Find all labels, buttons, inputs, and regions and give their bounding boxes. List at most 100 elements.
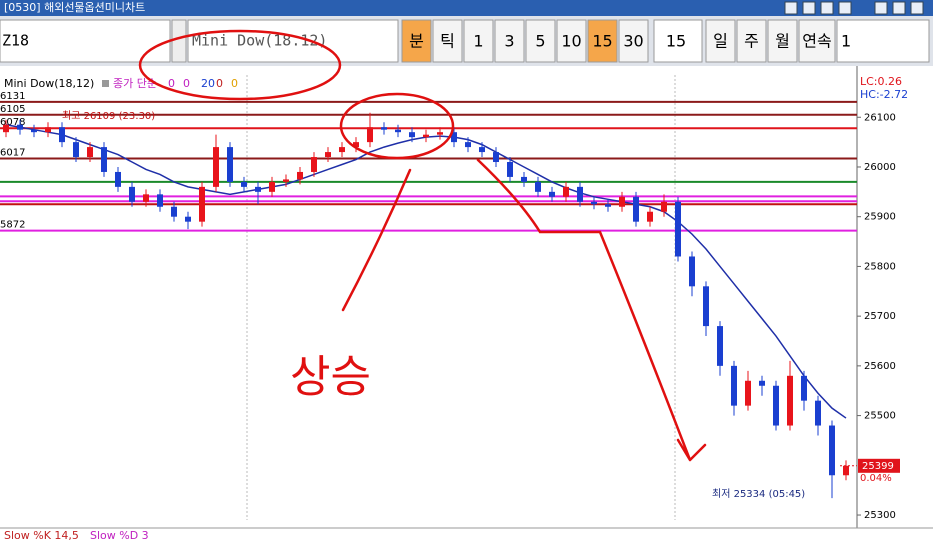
high-note: 최고 26109 (23:30) xyxy=(62,110,155,122)
candle-body xyxy=(171,206,177,217)
candle-body xyxy=(143,194,149,202)
indicator-param: 20 xyxy=(201,77,215,90)
candle-body xyxy=(395,129,401,133)
hand-arrow xyxy=(476,158,707,462)
candle-body xyxy=(409,132,415,138)
level-label: 5872 xyxy=(0,220,25,231)
window-button[interactable] xyxy=(838,1,852,15)
candle-body xyxy=(199,186,205,222)
candle-body xyxy=(675,201,681,257)
candle-body xyxy=(311,157,317,172)
last-price-box xyxy=(858,458,900,473)
window-button[interactable] xyxy=(910,1,924,15)
window-button[interactable] xyxy=(820,1,834,15)
handwriting-text: 상승 xyxy=(290,352,371,403)
candle-body xyxy=(381,127,387,130)
window-button[interactable] xyxy=(784,1,798,15)
hc-label: HC:-2.72 xyxy=(860,88,908,101)
candle-body xyxy=(787,375,793,426)
y-tick-label: 26000 xyxy=(864,162,896,173)
level-label: 6131 xyxy=(0,91,25,102)
window-button[interactable] xyxy=(892,1,906,15)
candle-body xyxy=(157,194,163,207)
candle-body xyxy=(703,286,709,327)
toolbar-button[interactable] xyxy=(736,19,767,63)
candle-body xyxy=(479,147,485,153)
candle-body xyxy=(717,326,723,366)
low-note: 최저 25334 (05:45) xyxy=(712,488,805,500)
toolbar-button[interactable] xyxy=(798,19,836,63)
y-tick-label: 25800 xyxy=(864,261,896,272)
candle-body xyxy=(367,127,373,143)
candle-body xyxy=(521,176,527,182)
candle-body xyxy=(465,142,471,148)
candle-body xyxy=(129,186,135,202)
candle-body xyxy=(269,181,275,192)
candle-body xyxy=(353,142,359,148)
y-tick-label: 25700 xyxy=(864,311,896,322)
indicator-param: 0 xyxy=(231,77,238,90)
candle-body xyxy=(73,142,79,158)
candle-body xyxy=(87,147,93,158)
candle-body xyxy=(647,211,653,222)
indicator-param: 0 xyxy=(183,77,190,90)
toolbar-button[interactable] xyxy=(767,19,798,63)
candle-body xyxy=(297,171,303,180)
count-input[interactable] xyxy=(836,19,930,63)
candle-body xyxy=(101,147,107,172)
candle-body xyxy=(591,201,597,205)
y-tick-label: 25900 xyxy=(864,212,896,223)
level-label: 6017 xyxy=(0,148,25,159)
toolbar-button-label: 1 xyxy=(473,32,483,51)
candle-body xyxy=(689,256,695,287)
candle-body xyxy=(45,127,51,133)
toolbar-button[interactable] xyxy=(556,19,587,63)
candle-body xyxy=(423,134,429,138)
last-price-label: 25399 xyxy=(862,461,894,472)
candle-body xyxy=(843,465,849,476)
candle-body xyxy=(731,365,737,406)
hand-circle xyxy=(339,92,455,160)
y-tick-label: 25300 xyxy=(864,510,896,521)
lc-label: LC:0.26 xyxy=(860,75,902,88)
indicator-name: 종가 단순 xyxy=(113,77,157,90)
toolbar-button[interactable] xyxy=(705,19,736,63)
level-label: 6105 xyxy=(0,104,25,115)
toolbar-button-label: 분 xyxy=(409,32,424,51)
toolbar-button[interactable] xyxy=(463,19,494,63)
candle-body xyxy=(115,171,121,187)
candle-body xyxy=(31,129,37,133)
toolbar-button[interactable] xyxy=(401,19,432,63)
toolbar-button[interactable] xyxy=(618,19,649,63)
level-label: 6078 xyxy=(0,117,25,128)
candle-body xyxy=(325,152,331,158)
y-tick-label: 25500 xyxy=(864,411,896,422)
candle-body xyxy=(283,179,289,182)
toolbar-button-label: 주 xyxy=(744,32,759,51)
toolbar-button-label: 틱 xyxy=(440,32,455,51)
candle-body xyxy=(339,147,345,153)
count-text: 1 xyxy=(841,32,851,51)
candle-body xyxy=(801,375,807,401)
toolbar-button-label: 15 xyxy=(592,32,612,51)
toolbar-button[interactable] xyxy=(525,19,556,63)
candle-body xyxy=(815,400,821,426)
toolbar-button[interactable] xyxy=(587,19,618,63)
change-label: 0.04% xyxy=(860,473,892,484)
hand-arrow xyxy=(341,168,412,312)
product-input[interactable] xyxy=(187,19,399,63)
interval-select[interactable] xyxy=(653,19,703,63)
candle-body xyxy=(213,147,219,187)
footer-d: Slow %D 3 xyxy=(90,529,149,542)
toolbar-button[interactable] xyxy=(432,19,463,63)
candle-body xyxy=(227,147,233,182)
toolbar-button[interactable] xyxy=(494,19,525,63)
candle-body xyxy=(437,132,443,135)
window-button[interactable] xyxy=(802,1,816,15)
candle-body xyxy=(773,385,779,426)
code-input[interactable] xyxy=(0,19,171,63)
toolbar-button-label: 연속 xyxy=(802,32,831,51)
window-button[interactable] xyxy=(874,1,888,15)
search-button[interactable] xyxy=(171,19,187,63)
